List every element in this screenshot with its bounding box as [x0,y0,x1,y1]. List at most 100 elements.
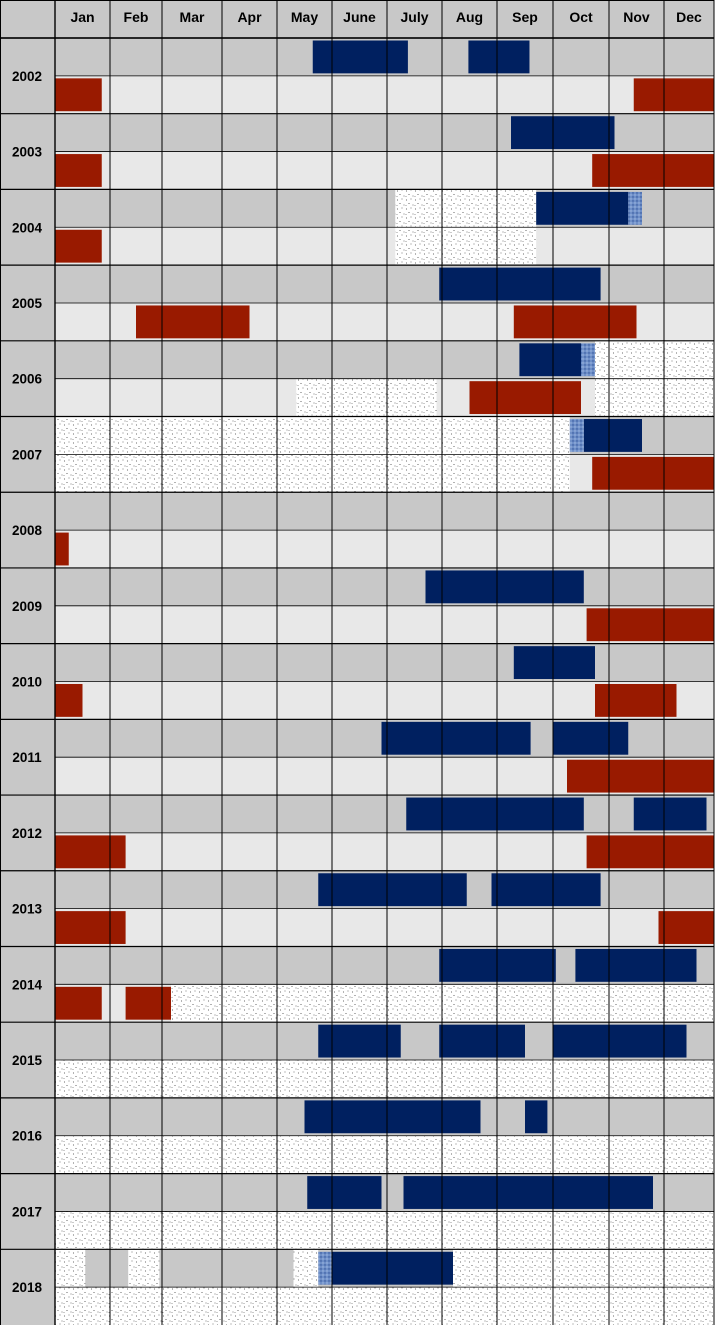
red-bar-2003 [55,154,102,187]
no-data-bottom-2018 [55,1287,714,1325]
month-label-may: May [291,9,318,25]
row-bottom-2013 [55,908,714,947]
blue-bar-2006 [519,343,581,377]
blue-bar-2010 [513,646,595,679]
no-data-bottom-2004 [395,227,537,266]
red-bar-2011 [567,759,714,793]
year-label: 2006 [12,372,43,387]
year-label-column [0,38,55,1325]
no-data-bottom-2015 [55,1060,714,1098]
header-row [0,0,714,38]
year-label: 2010 [12,675,42,690]
year-label: 2003 [12,145,43,160]
no-data-regions [55,189,714,1325]
blue-bar-2015 [318,1024,401,1058]
no-data-top-2006 [595,340,714,379]
red-bar-2008 [55,532,69,566]
month-label-sep: Sep [512,9,538,25]
month-label-nov: Nov [623,9,650,25]
labels: 2002 2003 2004 2005 2006 2007 2008 2009 2010 2011… [12,9,702,1295]
year-label: 2017 [12,1204,42,1219]
month-label-june: June [343,9,376,25]
month-label-july: July [400,9,428,25]
blue-bar-2012 [633,797,707,831]
partial-bar-2004 [628,191,642,225]
blue-bar-2017 [403,1176,653,1209]
month-label-aug: Aug [456,9,483,25]
blue-bar-2002 [312,40,408,74]
red-bar-2002 [633,78,714,112]
partial-bar-2018 [318,1251,332,1285]
blue-bar-2002 [468,40,530,74]
row-bottom-2004 [55,227,714,266]
red-bar-2014 [125,986,171,1020]
blue-bar-2014 [439,948,556,982]
blue-bar-2011 [381,721,531,755]
red-bar-2007 [592,456,714,490]
no-data-bottom-2007 [55,454,570,493]
red-bar-2013 [55,911,126,944]
month-label-mar: Mar [180,9,205,25]
red-bar-2005 [136,305,250,339]
red-bar-2014 [55,986,102,1020]
month-label-dec: Dec [676,9,702,25]
month-label-jan: Jan [70,9,94,25]
blue-bar-2017 [307,1176,382,1209]
partial-bar-2007 [569,419,584,452]
year-label: 2015 [12,1053,43,1068]
blue-bar-2016 [304,1100,481,1134]
row-top-2010 [55,643,714,682]
blue-bar-2016 [525,1100,548,1134]
blue-bar-2015 [553,1024,687,1058]
month-label-feb: Feb [124,9,149,25]
year-label: 2013 [12,902,43,917]
row-top-2003 [55,113,714,152]
year-label: 2016 [12,1129,43,1144]
year-label: 2005 [12,296,43,311]
red-bar-2002 [55,78,102,112]
blue-bar-2007 [583,419,642,452]
blue-bar-2011 [553,721,629,755]
no-data-top-2004 [395,189,537,228]
row-top-2009 [55,567,714,606]
no-data-top-2018 [293,1249,319,1288]
red-bar-2010 [55,684,83,717]
blue-bar-2003 [511,116,615,150]
no-data-top-2018 [453,1249,714,1288]
year-label: 2012 [12,826,42,841]
blue-bar-2012 [406,797,584,831]
blue-bar-2018 [332,1251,453,1285]
no-data-bottom-2006 [595,378,714,417]
blue-bar-2005 [439,267,601,301]
year-label: 2007 [12,447,42,462]
no-data-bottom-2017 [55,1211,714,1250]
no-data-bottom-2016 [55,1135,714,1174]
no-data-top-2018 [55,1249,86,1288]
blue-bar-2004 [536,191,629,225]
row-bottom-2008 [55,530,714,568]
month-label-apr: Apr [237,9,262,25]
blue-bar-2013 [491,873,601,907]
red-bar-2006 [469,381,581,415]
year-label: 2009 [12,599,42,614]
no-data-top-2007 [55,416,570,455]
partial-bar-2006 [581,343,595,377]
red-bar-2013 [658,911,714,944]
row-bottom-2002 [55,75,714,114]
red-bar-2005 [513,305,637,339]
year-label: 2002 [12,69,42,84]
row-top-2005 [55,265,714,303]
no-data-top-2018 [128,1249,160,1288]
year-label: 2018 [12,1280,43,1295]
red-bar-2004 [55,229,102,263]
blue-bar-2009 [425,570,584,604]
blue-bar-2013 [318,873,467,907]
red-bar-2003 [592,154,714,187]
red-bar-2012 [586,835,714,869]
season-bars [55,40,714,1285]
no-data-bottom-2006 [296,378,437,417]
row-top-2008 [55,492,714,531]
blue-bar-2015 [439,1024,525,1058]
